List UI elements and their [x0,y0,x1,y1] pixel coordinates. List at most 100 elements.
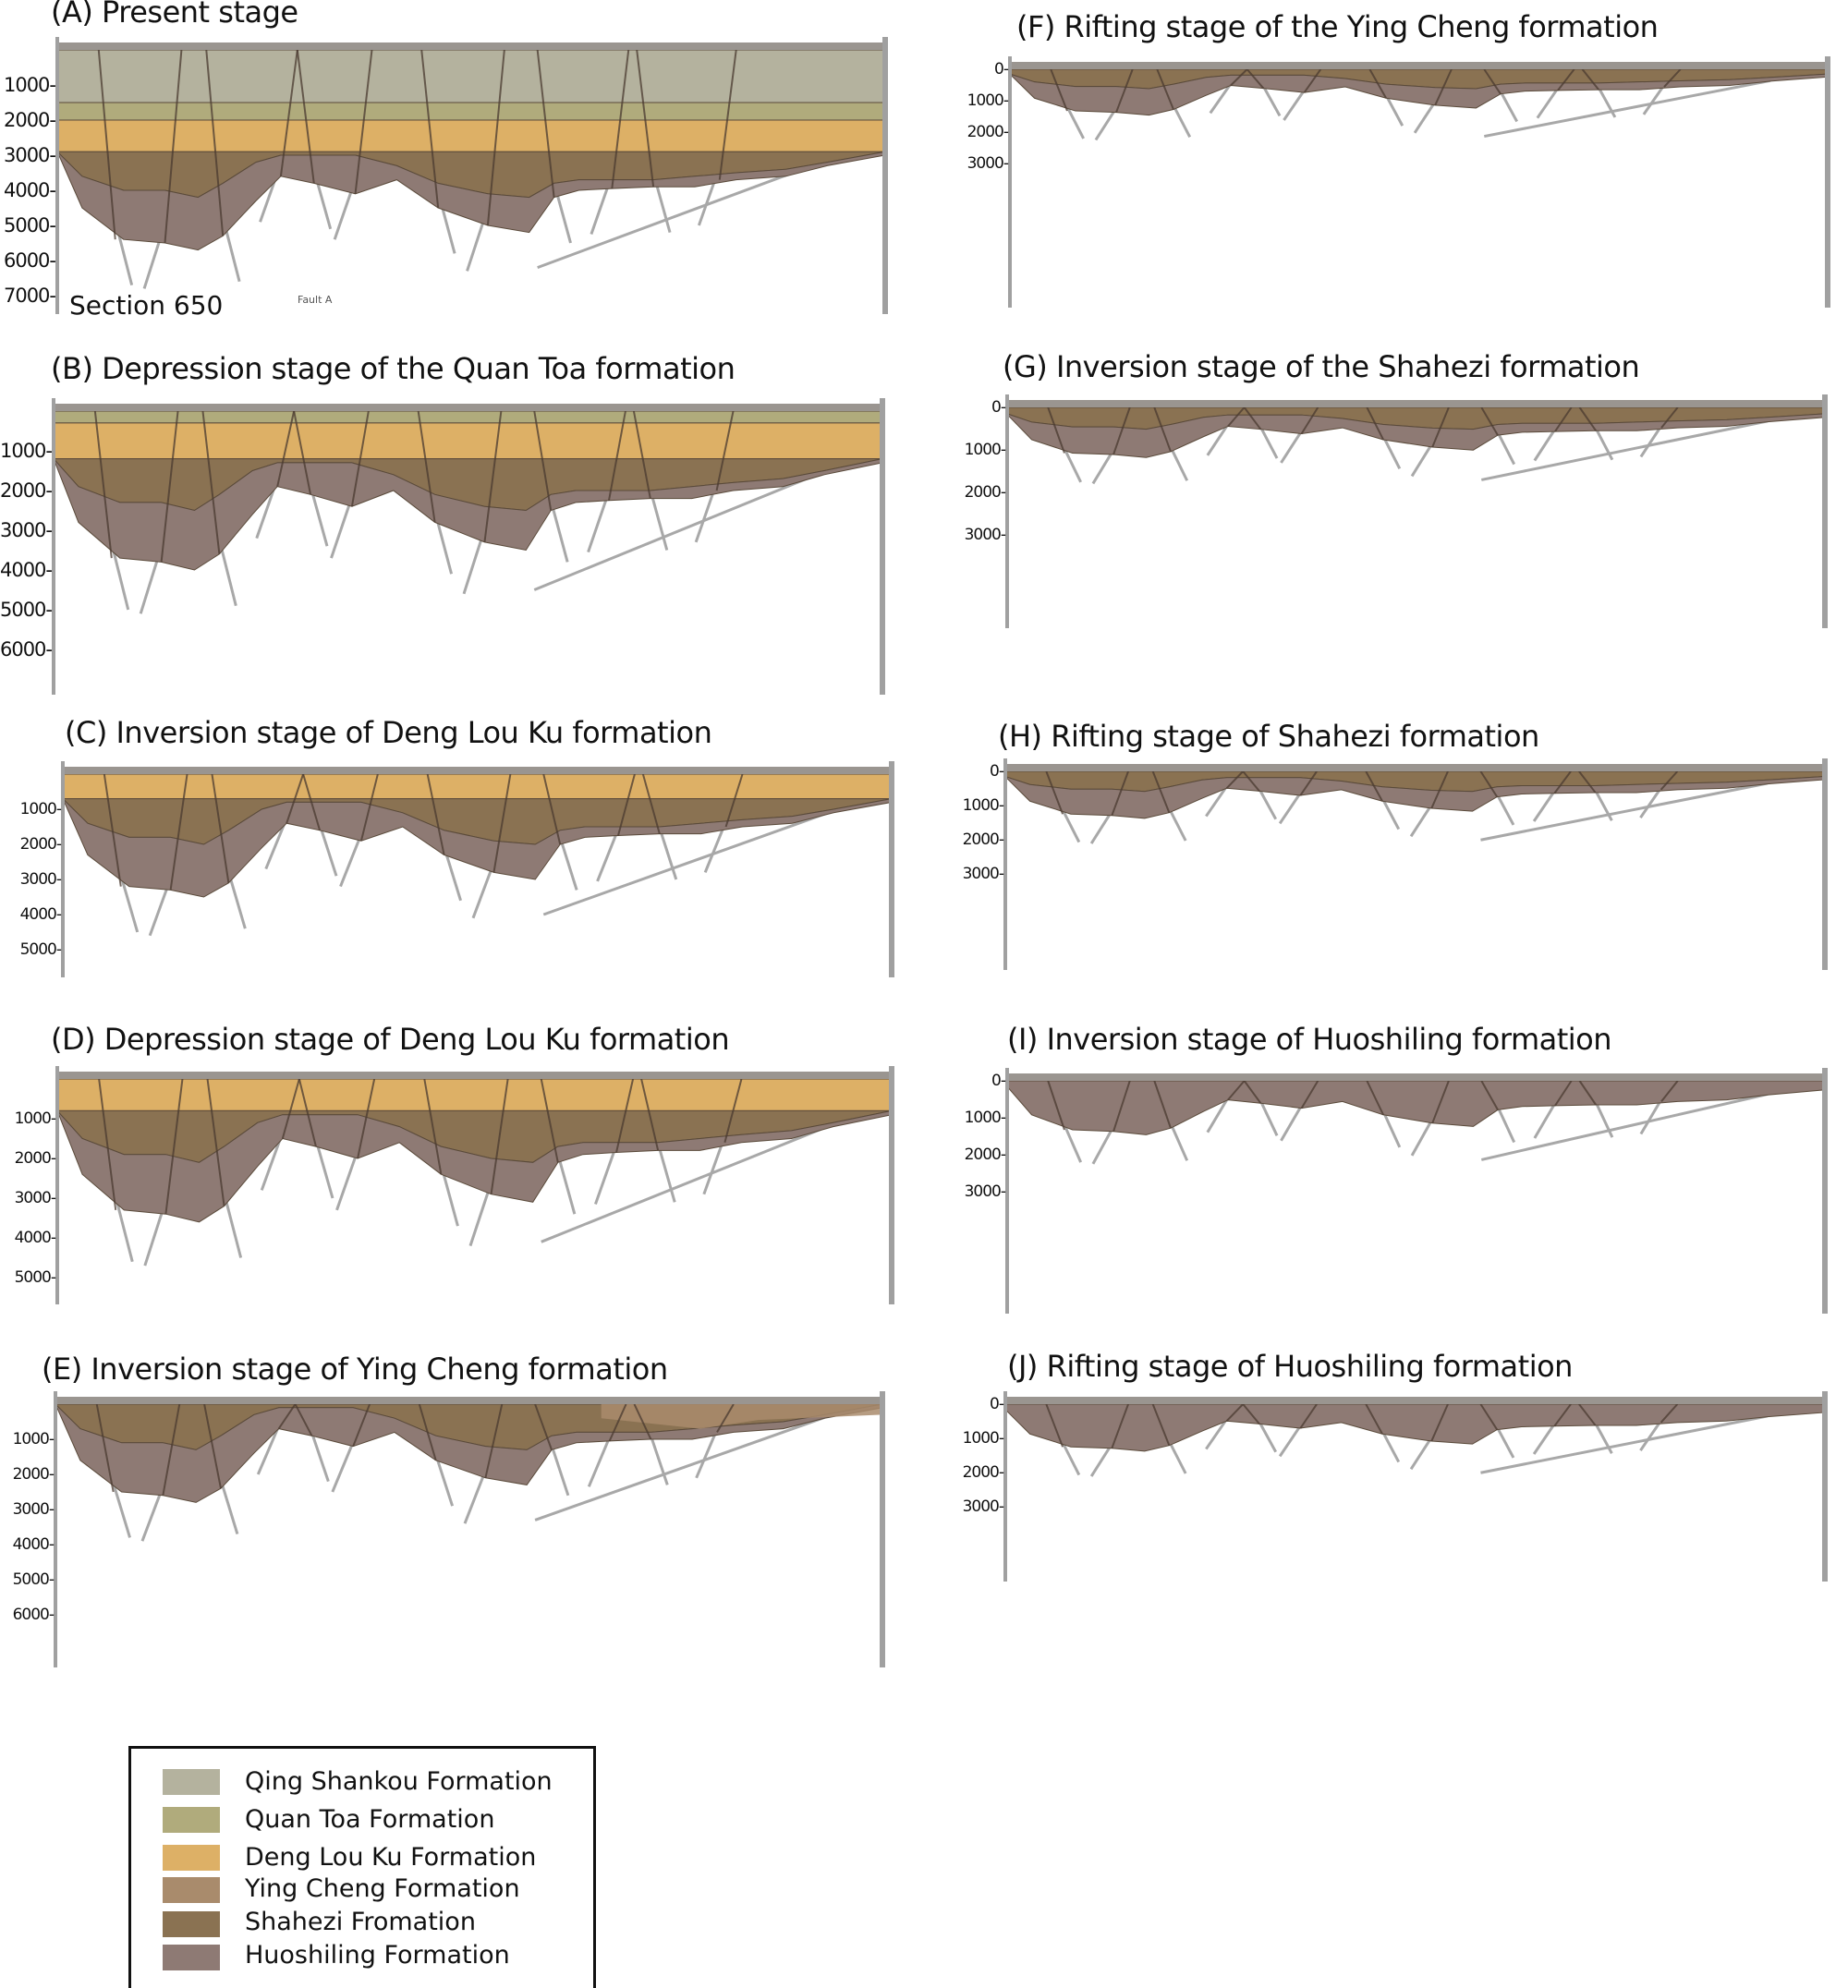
depth-tick-label: 5000- [3,214,56,236]
surface-line [1007,1073,1825,1081]
fault-line [418,1403,437,1461]
basement-fault-line [1258,788,1278,820]
basement-fault-line [1533,428,1557,462]
depth-tick-label: 4000- [3,179,56,201]
basement-fault-line [1536,87,1560,119]
fault-line [1430,1403,1449,1442]
basement-fault-line [1169,1122,1189,1161]
fault-line [1151,1403,1171,1447]
basement-fault-line [309,485,329,547]
fault-line [1581,68,1599,91]
detachment-fault-line [1480,1414,1769,1474]
detachment-fault-line [534,1416,825,1521]
fault-line [615,1078,635,1153]
fault-line [103,773,122,887]
legend-label-deng-lou-ku: Deng Lou Ku Formation [245,1843,537,1872]
depth-tick-label: 3000- [0,519,53,541]
depth-tick-label: 2000- [19,835,62,854]
legend-label-qing-shankou: Qing Shankou Formation [245,1767,553,1796]
basement-fault-line [596,829,620,882]
fault-line [1479,1403,1499,1431]
fault-line [1578,1403,1597,1426]
depth-tick-label: 2000- [3,109,56,131]
basement-fault-line [463,1470,487,1524]
basement-fault-line [1205,1418,1228,1450]
section-g [1005,394,1828,628]
fault-line [1479,770,1499,798]
basement-fault-line [331,1441,355,1493]
basement-fault-line [1495,1426,1515,1459]
fault-line [490,1078,509,1194]
depth-tick-label: 3000- [967,154,1009,173]
depth-tick-label: 1000- [14,1109,56,1128]
fault-line [1153,406,1172,453]
depth-tick-label: 6000- [12,1606,55,1624]
fault-line [1230,68,1248,87]
section-i [1005,1068,1828,1314]
depth-tick-label: 2000- [14,1149,56,1168]
fault-line [1227,406,1246,428]
basement-fault-line [1413,101,1437,134]
basement-fault-line [587,491,611,553]
detachment-fault-line [1484,79,1771,139]
basement-fault-line [110,542,130,611]
basement-fault-line [1410,1118,1434,1157]
fault-line [296,49,315,184]
depth-tick-label: 1000- [19,800,62,818]
depth-tick-label: 1000- [12,1430,55,1449]
fault-line [302,773,322,831]
depth-tick-label: 3000- [3,144,56,166]
fault-line [423,1078,443,1175]
basement-fault-line [1262,85,1282,117]
surface-line [1007,400,1825,407]
basement-fault-line [1409,804,1433,838]
detachment-fault-line [537,158,828,270]
fault-line [1047,406,1065,454]
basement-fault-line [1639,425,1663,458]
fault-line [1660,770,1679,791]
fault-line [542,773,562,845]
fault-line [164,1078,184,1215]
surface-line [55,1397,882,1404]
basement-fault-line [223,1193,243,1258]
basement-fault-line [1283,89,1306,121]
basement-fault-line [1091,449,1115,485]
basement-fault-line [1380,797,1401,830]
fault-line [492,773,512,873]
fault-line [205,49,225,236]
basement-fault-line [1063,1124,1083,1163]
basement-fault-line [114,1196,134,1263]
depth-tick-label: 1000- [964,441,1006,459]
fault-line [1660,1080,1679,1103]
depth-tick-label: 1000- [964,1109,1006,1127]
fault-line [724,773,744,828]
depth-tick-label: 3000- [964,1182,1006,1201]
basement-fault-line [1258,1421,1278,1453]
fault-line [281,1078,300,1139]
depth-tick-label: 6000- [3,249,56,272]
fault-line [1115,68,1134,113]
fault-line [1365,770,1383,802]
section-e [54,1391,885,1667]
fault-line [1242,770,1260,793]
fault-line [723,1078,743,1144]
fault-line [1578,1080,1598,1106]
fault-line [164,49,183,244]
depth-tick-label: 2000- [12,1465,55,1484]
fault-line [1225,1403,1244,1422]
basement-fault-line [1495,794,1515,826]
detachment-fault-line [533,469,825,591]
basement-fault-line [1063,447,1082,483]
basement-fault-line [1496,1106,1516,1144]
basement-fault-line [1642,84,1666,115]
depth-tick-label: 0- [990,762,1004,781]
panel-title-b: (B) Depression stage of the Quan Toa for… [51,351,736,386]
detachment-fault-line [541,1122,834,1243]
fault-line [636,49,655,188]
depth-tick-label: 1000- [0,440,53,462]
basement-fault-line [1259,426,1279,459]
basement-fault-line [1639,786,1662,818]
basement-fault-line [1169,446,1189,481]
depth-tick-label: 5000- [19,940,62,959]
